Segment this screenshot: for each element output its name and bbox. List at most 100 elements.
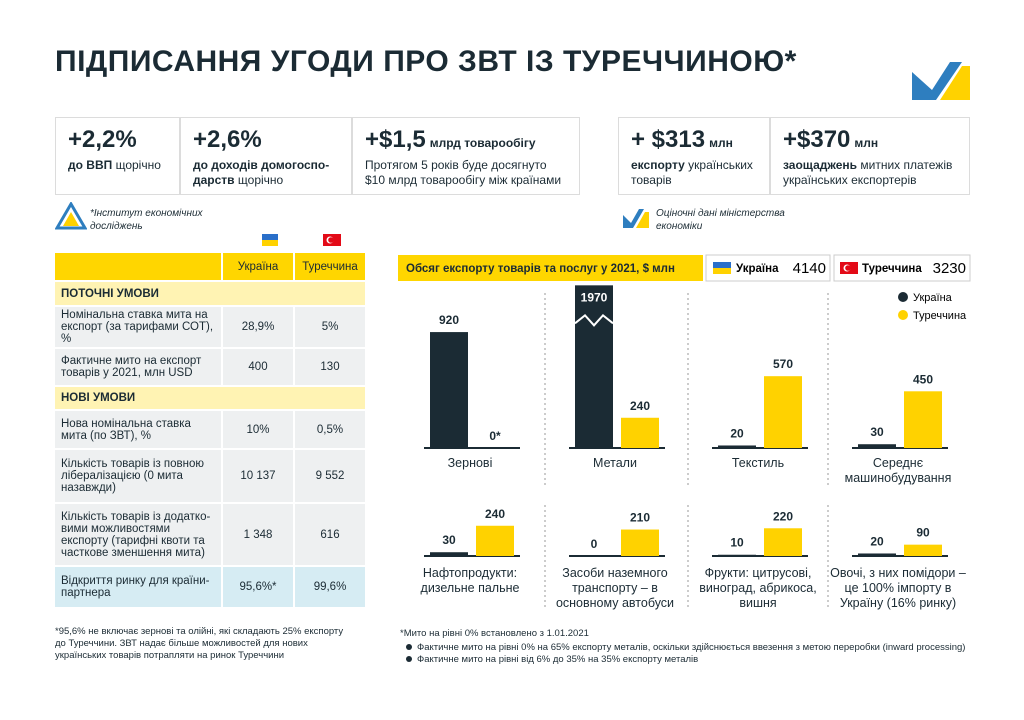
flag-turkey (323, 234, 341, 246)
table-row: Відкриття ринку для країни-партнера 95,6%… (55, 567, 365, 607)
stat-value: +2,6% (193, 126, 262, 153)
table-footnote: *95,6% не включає зернові та олійні, які… (55, 626, 344, 661)
logo (912, 62, 970, 100)
stat-value: +$1,5 (365, 126, 426, 153)
bar (575, 285, 613, 448)
stat-text: щорічно (237, 173, 284, 187)
source-note: *Інститут економічних досліджень (90, 208, 203, 232)
stat-desc: заощаджень митних платежів українських е… (783, 158, 957, 188)
stat-box: +2,6% до доходів домогоспо-дарств щорічно (180, 117, 352, 195)
source-icon (55, 202, 87, 230)
stat-box: + $313 млн експорту українських товарів (618, 117, 770, 195)
value-label: 90 (916, 526, 930, 540)
table-header: Україна Туреччина (55, 253, 365, 280)
bar (858, 444, 896, 448)
stat-value: +$370 (783, 126, 851, 153)
table-cell: Відкриття ринку для країни-партнера (55, 567, 221, 607)
stat-box: +2,2% до ВВП щорічно (55, 117, 180, 195)
value-label: 450 (913, 372, 933, 386)
value-label: 920 (439, 313, 459, 327)
stat-bold: до ВВП (68, 158, 113, 172)
table-cell: 10% (221, 411, 293, 448)
table-cell: Кількість товарів із повною лібералізаці… (55, 450, 221, 502)
value-label: 240 (485, 507, 505, 521)
legend-marker (898, 292, 908, 302)
value-label: 210 (630, 511, 650, 525)
stat-headline: +$1,5 млрд товарообігу (365, 126, 567, 154)
table-cell: 28,9% (221, 307, 293, 347)
stat-headline: +2,6% (193, 126, 339, 154)
value-label: 20 (870, 534, 884, 548)
source-note: Оціночні дані міністерства економіки (656, 208, 785, 232)
stat-desc: до ВВП щорічно (68, 158, 167, 173)
header-cell (55, 253, 221, 280)
stat-bold: експорту (631, 158, 685, 172)
table-cell: Фактичне мито на експорт товарів у 2021,… (55, 349, 221, 385)
value-label: 220 (773, 509, 793, 523)
page-title: ПІДПИСАННЯ УГОДИ ПРО ЗВТ ІЗ ТУРЕЧЧИНОЮ* (55, 45, 797, 78)
source-logo (623, 209, 649, 228)
value-label: 1970 (581, 290, 608, 304)
category-label: Фрукти: цитрусові, виноград, абрикоса, в… (699, 566, 817, 610)
category-label: Зернові (447, 456, 493, 470)
stat-value: + $313 (631, 126, 706, 153)
stat-desc: експорту українських товарів (631, 158, 757, 188)
stat-bold: заощаджень (783, 158, 858, 172)
stat-desc: до доходів домогоспо-дарств щорічно (193, 158, 339, 188)
total-name: Україна (736, 263, 779, 275)
chart-note: Фактичне мито на рівні від 6% до 35% на … (400, 654, 1000, 666)
bar (764, 376, 802, 448)
header-cell: Туреччина (293, 253, 365, 280)
value-label: 0* (489, 429, 501, 443)
chart-note: Фактичне мито на рівні 0% на 65% експорт… (400, 642, 1000, 654)
table-cell: 10 137 (221, 450, 293, 502)
table-cell: Номінальна ставка мита на експорт (за та… (55, 307, 221, 347)
stat-value: +2,2% (68, 126, 137, 153)
bar (430, 552, 468, 556)
value-label: 10 (730, 536, 744, 550)
stat-unit: млрд товарообігу (429, 136, 536, 150)
legend-label: Україна (913, 292, 953, 304)
value-label: 240 (630, 399, 650, 413)
bar (430, 332, 468, 448)
stat-desc: Протягом 5 років буде досягнуто $10 млрд… (365, 158, 567, 188)
legend-label: Туреччина (913, 310, 967, 322)
value-label: 30 (870, 425, 884, 439)
table-cell: НОВІ УМОВИ (55, 387, 365, 409)
value-label: 570 (773, 357, 793, 371)
table-cell: 400 (221, 349, 293, 385)
stat-unit: млн (709, 136, 733, 150)
header-cell: Україна (221, 253, 293, 280)
stat-unit: млн (854, 136, 879, 150)
bar (476, 525, 514, 556)
bullet (406, 656, 412, 662)
stat-headline: +$370 млн (783, 126, 957, 154)
stat-text: українських товарів (631, 158, 753, 187)
table-cell: 99,6% (293, 567, 365, 607)
table-cell: 0,5% (293, 411, 365, 448)
table-row: Кількість товарів із додатко-вими можлив… (55, 504, 365, 565)
total-value: 4140 (793, 260, 826, 277)
table-cell: 1 348 (221, 504, 293, 565)
bar (718, 554, 756, 556)
category-label: Метали (593, 456, 637, 470)
stat-text: Протягом 5 років буде досягнуто $10 млрд… (365, 158, 562, 187)
stat-bold: до доходів домогоспо-дарств (193, 158, 330, 187)
total-value: 3230 (933, 260, 966, 277)
stat-headline: +2,2% (68, 126, 167, 154)
table-cell: 5% (293, 307, 365, 347)
value-label: 30 (442, 533, 456, 547)
bar (904, 544, 942, 556)
stat-box: +$1,5 млрд товарообігу Протягом 5 років бу… (352, 117, 580, 195)
category-label: Овочі, з них помідори – це 100% імпорту … (830, 566, 966, 610)
bar (858, 553, 896, 556)
category-label: Текстиль (731, 456, 785, 470)
table-row: Кількість товарів із повною лібералізаці… (55, 450, 365, 502)
table-cell: 130 (293, 349, 365, 385)
table-cell: Кількість товарів із додатко-вими можлив… (55, 504, 221, 565)
bar (621, 529, 659, 556)
bar (718, 445, 756, 448)
table-cell: Нова номінальна ставка мита (по ЗВТ), % (55, 411, 221, 448)
value-label: 0 (591, 537, 598, 551)
